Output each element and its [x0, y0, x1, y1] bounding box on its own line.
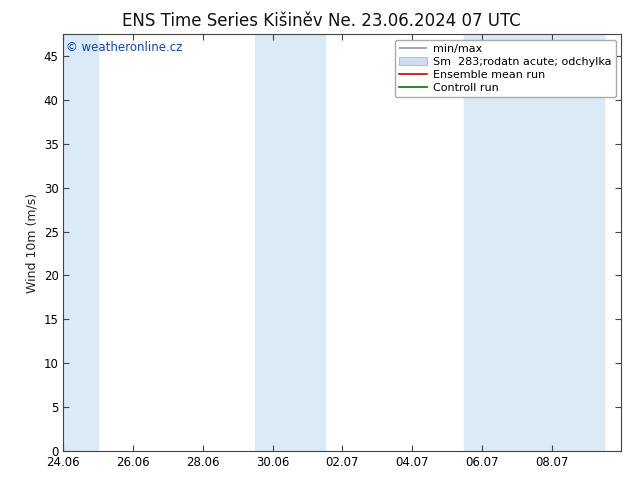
Legend: min/max, Sm  283;rodatn acute; odchylka, Ensemble mean run, Controll run: min/max, Sm 283;rodatn acute; odchylka, …	[395, 40, 616, 97]
Text: © weatheronline.cz: © weatheronline.cz	[66, 41, 183, 53]
Text: ENS Time Series Kišiněv: ENS Time Series Kišiněv	[122, 12, 322, 30]
Bar	[255, 34, 325, 451]
Bar	[464, 34, 604, 451]
Bar	[46, 34, 98, 451]
Text: Ne. 23.06.2024 07 UTC: Ne. 23.06.2024 07 UTC	[328, 12, 521, 30]
Y-axis label: Wind 10m (m/s): Wind 10m (m/s)	[25, 193, 38, 293]
